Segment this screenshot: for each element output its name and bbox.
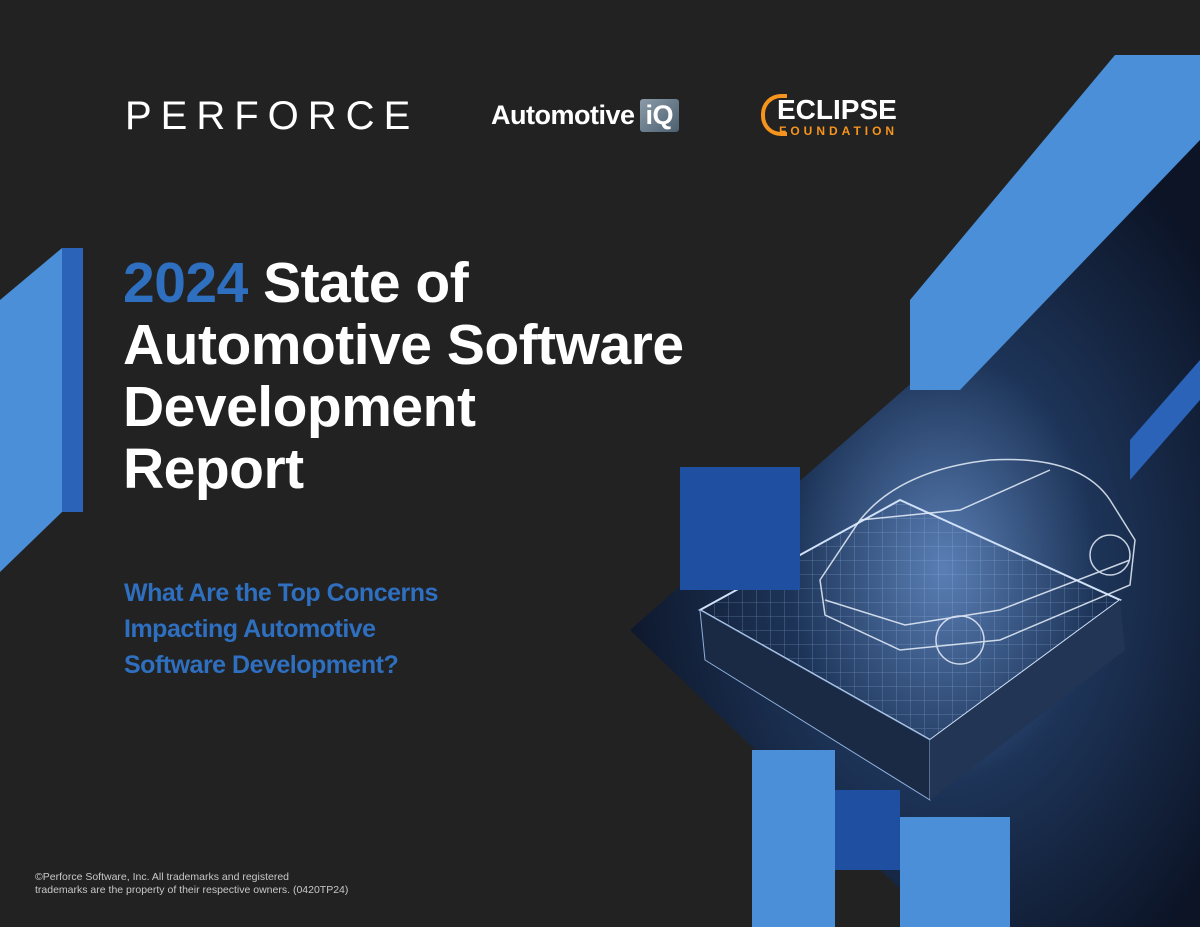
eclipse-arc-icon — [761, 94, 787, 136]
blue-square-2 — [752, 750, 835, 927]
title-year: 2024 — [123, 251, 248, 315]
blue-square-4 — [900, 817, 1010, 927]
title-line-4: Report — [123, 437, 304, 501]
automotive-iq-word: Automotive — [491, 100, 635, 130]
subtitle-line-3: Software Development? — [124, 651, 399, 679]
perforce-logo: PERFORCE — [125, 94, 420, 138]
left-light-blue-shape — [0, 248, 62, 572]
title-line-3: Development — [123, 375, 476, 439]
eclipse-foundation-word: FOUNDATION — [779, 124, 899, 138]
eclipse-word: ECLIPSE — [777, 94, 897, 125]
left-dark-blue-bar — [62, 248, 83, 512]
subtitle: What Are the Top Concerns Impacting Auto… — [124, 575, 438, 683]
title-line-2: Automotive Software — [123, 313, 684, 377]
page-title: 2024 State of Automotive Software Develo… — [123, 252, 684, 500]
wireframe-car-icon — [819, 458, 1136, 665]
blue-square-3 — [835, 790, 900, 870]
title-line-1: State of — [263, 251, 469, 315]
right-mid-band — [1130, 360, 1200, 480]
right-top-band — [910, 55, 1200, 390]
iq-badge: iQ — [639, 99, 680, 132]
copyright-footer: ©Perforce Software, Inc. All trademarks … — [35, 871, 348, 897]
subtitle-line-2: Impacting Automotive — [124, 615, 376, 643]
footer-line-1: ©Perforce Software, Inc. All trademarks … — [35, 871, 290, 883]
chip-side-right — [930, 600, 1125, 800]
blue-square-1 — [680, 467, 800, 590]
eclipse-foundation-logo: ECLIPSE FOUNDATION — [761, 94, 899, 138]
automotive-iq-logo: Automotive iQ — [491, 99, 680, 132]
subtitle-line-1: What Are the Top Concerns — [124, 579, 438, 607]
footer-line-2: trademarks are the property of their res… — [35, 884, 349, 896]
